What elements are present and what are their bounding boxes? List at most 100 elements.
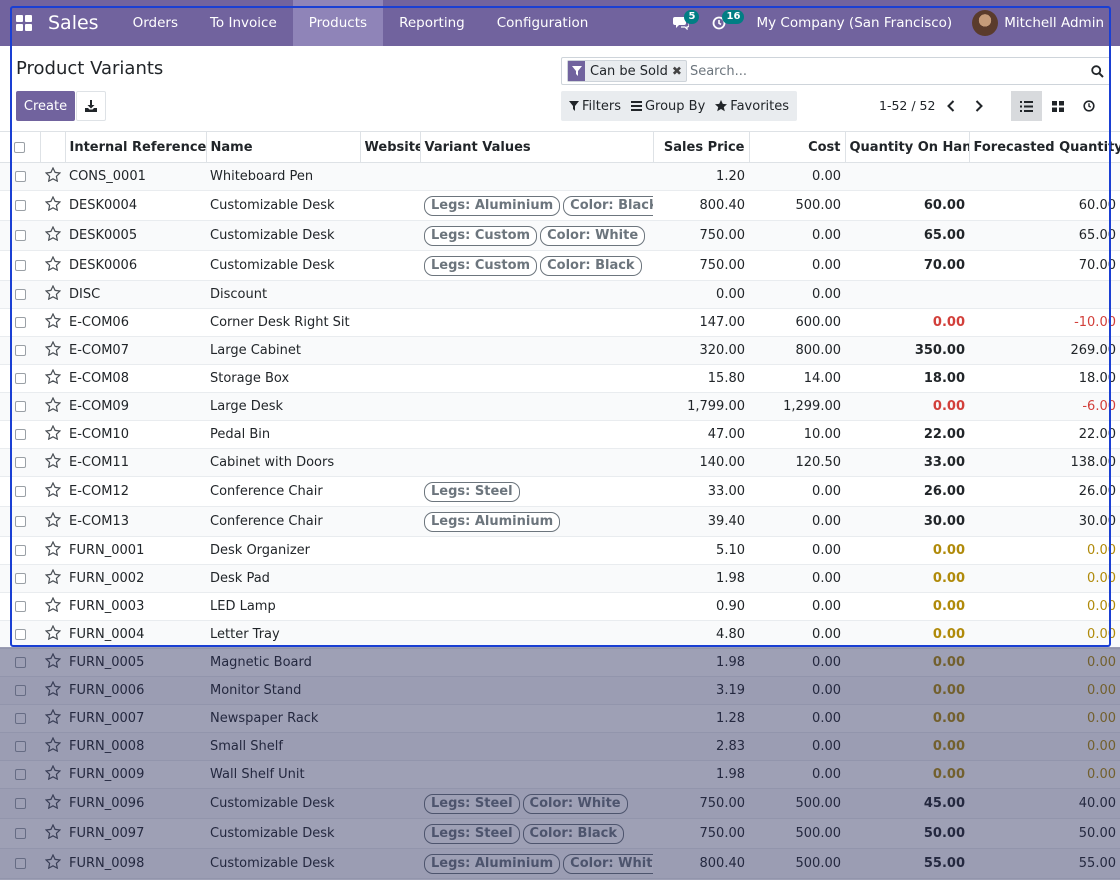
favorite-star-icon[interactable] <box>40 676 65 705</box>
favorite-star-icon[interactable] <box>40 250 65 281</box>
row-checkbox[interactable] <box>0 760 40 789</box>
pager-previous-button[interactable] <box>940 91 962 121</box>
kanban-view-button[interactable] <box>1042 91 1073 121</box>
table-row[interactable]: FURN_0003 LED Lamp 0.90 0.00 0.00 0.00 <box>0 592 1120 621</box>
row-checkbox[interactable] <box>0 420 40 449</box>
favorite-star-icon[interactable] <box>40 760 65 789</box>
favorite-star-icon[interactable] <box>40 648 65 677</box>
favorite-star-icon[interactable] <box>40 162 65 191</box>
table-row[interactable]: E-COM12 Conference Chair Legs: Steel 33.00 0… <box>0 476 1120 507</box>
activities-button[interactable]: 16 <box>700 0 745 46</box>
menu-configuration[interactable]: Configuration <box>496 15 589 31</box>
table-row[interactable]: FURN_0007 Newspaper Rack 1.28 0.00 0.00 0.00 <box>0 704 1120 733</box>
column-variant-values[interactable]: Variant Values <box>420 131 654 163</box>
user-menu[interactable]: Mitchell Admin <box>972 10 1120 36</box>
favorites-dropdown[interactable]: Favorites <box>715 99 789 114</box>
favorite-star-icon[interactable] <box>40 420 65 449</box>
filters-dropdown[interactable]: Filters <box>569 99 621 114</box>
favorite-star-icon[interactable] <box>40 818 65 849</box>
pager-next-button[interactable] <box>968 91 990 121</box>
favorite-star-icon[interactable] <box>40 788 65 819</box>
favorite-star-icon[interactable] <box>40 220 65 251</box>
create-button[interactable]: Create <box>16 91 75 121</box>
messaging-button[interactable]: 5 <box>662 0 700 46</box>
favorite-star-icon[interactable] <box>40 280 65 309</box>
apps-menu-icon[interactable] <box>0 0 48 46</box>
table-row[interactable]: DESK0005 Customizable Desk Legs: Custom Col… <box>0 220 1120 251</box>
table-row[interactable]: FURN_0097 Customizable Desk Legs: Steel Col… <box>0 818 1120 849</box>
favorite-star-icon[interactable] <box>40 392 65 421</box>
favorite-star-icon[interactable] <box>40 704 65 733</box>
column-website[interactable]: Website <box>360 131 421 163</box>
table-row[interactable]: DESK0004 Customizable Desk Legs: Aluminium… <box>0 190 1120 221</box>
table-row[interactable]: FURN_0006 Monitor Stand 3.19 0.00 0.00 0.00 <box>0 676 1120 705</box>
favorite-star-icon[interactable] <box>40 364 65 393</box>
group-by-dropdown[interactable]: Group By <box>630 99 705 114</box>
favorite-star-icon[interactable] <box>40 536 65 565</box>
list-view-button[interactable] <box>1011 91 1042 121</box>
row-checkbox[interactable] <box>0 336 40 365</box>
favorite-star-icon[interactable] <box>40 732 65 761</box>
column-forecasted-quantity[interactable]: Forecasted Quantity <box>969 131 1120 163</box>
pager-value[interactable]: 1-52 / 52 <box>879 98 936 113</box>
row-checkbox[interactable] <box>0 162 40 191</box>
menu-reporting[interactable]: Reporting <box>399 15 465 31</box>
table-row[interactable]: E-COM09 Large Desk 1,799.00 1,299.00 0.00 -6.… <box>0 392 1120 421</box>
row-checkbox[interactable] <box>0 620 40 649</box>
row-checkbox[interactable] <box>0 564 40 593</box>
facet-remove-icon[interactable]: ✖ <box>671 64 682 78</box>
activity-view-button[interactable] <box>1073 91 1104 121</box>
row-checkbox[interactable] <box>0 280 40 309</box>
column-name[interactable]: Name <box>206 131 361 163</box>
row-checkbox[interactable] <box>0 220 40 251</box>
table-row[interactable]: FURN_0098 Customizable Desk Legs: Aluminiu… <box>0 848 1120 879</box>
table-row[interactable]: E-COM11 Cabinet with Doors 140.00 120.50 33.… <box>0 448 1120 477</box>
table-row[interactable]: CONS_0001 Whiteboard Pen 1.20 0.00 <box>0 162 1120 191</box>
search-icon[interactable] <box>1084 58 1110 84</box>
table-row[interactable]: E-COM08 Storage Box 15.80 14.00 18.00 18.00 <box>0 364 1120 393</box>
select-all-checkbox[interactable] <box>0 131 41 163</box>
table-row[interactable]: DESK0006 Customizable Desk Legs: Custom Col… <box>0 250 1120 281</box>
favorite-star-icon[interactable] <box>40 848 65 879</box>
table-row[interactable]: FURN_0008 Small Shelf 2.83 0.00 0.00 0.00 <box>0 732 1120 761</box>
row-checkbox[interactable] <box>0 676 40 705</box>
favorite-star-icon[interactable] <box>40 620 65 649</box>
column-cost[interactable]: Cost <box>749 131 846 163</box>
favorite-star-icon[interactable] <box>40 190 65 221</box>
row-checkbox[interactable] <box>0 364 40 393</box>
row-checkbox[interactable] <box>0 392 40 421</box>
search-input[interactable] <box>689 59 1084 83</box>
table-row[interactable]: FURN_0096 Customizable Desk Legs: Steel Col… <box>0 788 1120 819</box>
row-checkbox[interactable] <box>0 250 40 281</box>
favorite-star-icon[interactable] <box>40 592 65 621</box>
row-checkbox[interactable] <box>0 818 40 849</box>
table-row[interactable]: FURN_0004 Letter Tray 4.80 0.00 0.00 0.00 <box>0 620 1120 649</box>
favorite-star-icon[interactable] <box>40 476 65 507</box>
row-checkbox[interactable] <box>0 592 40 621</box>
table-row[interactable]: E-COM10 Pedal Bin 47.00 10.00 22.00 22.00 <box>0 420 1120 449</box>
table-row[interactable]: FURN_0001 Desk Organizer 5.10 0.00 0.00 0.00 <box>0 536 1120 565</box>
column-sales-price[interactable]: Sales Price <box>653 131 750 163</box>
favorite-star-icon[interactable] <box>40 336 65 365</box>
export-button[interactable] <box>76 91 106 121</box>
favorite-star-icon[interactable] <box>40 564 65 593</box>
table-row[interactable]: FURN_0009 Wall Shelf Unit 1.98 0.00 0.00 0.00 <box>0 760 1120 789</box>
favorite-star-icon[interactable] <box>40 308 65 337</box>
column-internal-reference[interactable]: Internal Reference <box>65 131 207 163</box>
table-row[interactable]: E-COM07 Large Cabinet 320.00 800.00 350.00 26… <box>0 336 1120 365</box>
row-checkbox[interactable] <box>0 190 40 221</box>
row-checkbox[interactable] <box>0 506 40 537</box>
table-row[interactable]: DISC Discount 0.00 0.00 <box>0 280 1120 309</box>
table-row[interactable]: FURN_0002 Desk Pad 1.98 0.00 0.00 0.00 <box>0 564 1120 593</box>
column-quantity-on-hand[interactable]: Quantity On Hand <box>845 131 970 163</box>
company-switcher[interactable]: My Company (San Francisco) <box>756 15 953 31</box>
row-checkbox[interactable] <box>0 788 40 819</box>
menu-orders[interactable]: Orders <box>132 15 178 31</box>
favorite-star-icon[interactable] <box>40 448 65 477</box>
menu-to-invoice[interactable]: To Invoice <box>209 15 277 31</box>
row-checkbox[interactable] <box>0 308 40 337</box>
row-checkbox[interactable] <box>0 448 40 477</box>
row-checkbox[interactable] <box>0 732 40 761</box>
row-checkbox[interactable] <box>0 848 40 879</box>
row-checkbox[interactable] <box>0 476 40 507</box>
